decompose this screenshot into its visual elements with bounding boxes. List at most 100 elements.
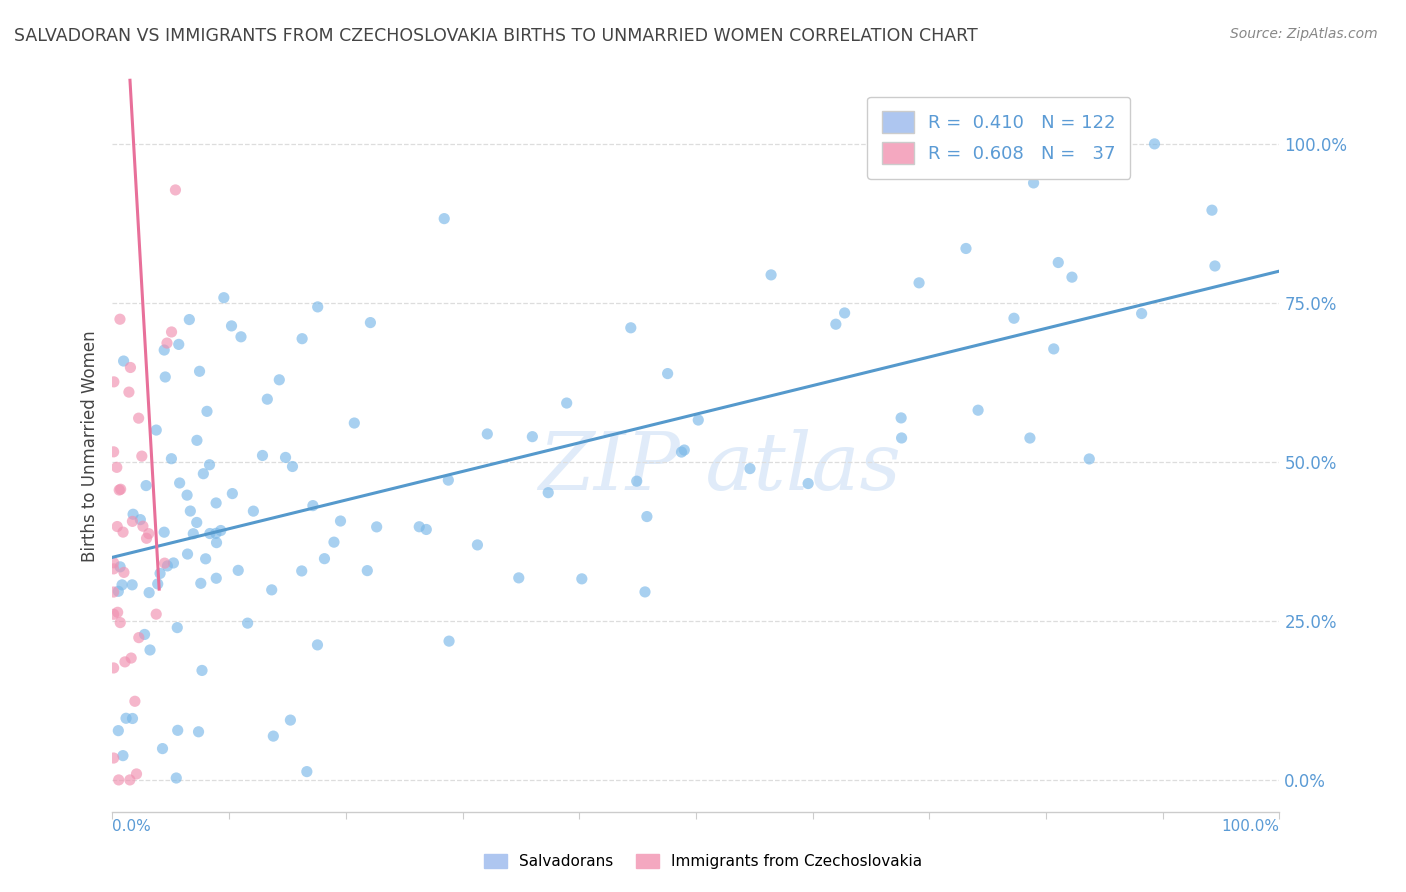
- Point: [205, 526, 228, 541]
- Point: [634, 585, 657, 599]
- Point: [657, 367, 679, 381]
- Point: [153, 556, 176, 570]
- Point: [307, 300, 329, 314]
- Point: [179, 312, 201, 326]
- Point: [198, 526, 221, 541]
- Point: [103, 562, 125, 576]
- Point: [1078, 452, 1101, 467]
- Point: [179, 504, 201, 518]
- Point: [205, 535, 228, 549]
- Point: [165, 771, 187, 785]
- Point: [908, 276, 931, 290]
- Point: [967, 403, 990, 417]
- Point: [415, 523, 437, 537]
- Point: [122, 508, 145, 522]
- Point: [256, 392, 278, 407]
- Point: [165, 183, 187, 197]
- Point: [437, 473, 460, 487]
- Point: [145, 607, 167, 622]
- Point: [229, 330, 252, 344]
- Point: [134, 627, 156, 641]
- Point: [138, 585, 160, 599]
- Point: [209, 524, 232, 538]
- Point: [190, 576, 212, 591]
- Point: [226, 563, 249, 577]
- Legend: Salvadorans, Immigrants from Czechoslovakia: Salvadorans, Immigrants from Czechoslova…: [478, 848, 928, 875]
- Point: [1143, 136, 1166, 151]
- Point: [1022, 176, 1045, 190]
- Point: [103, 556, 125, 570]
- Point: [139, 643, 162, 657]
- Point: [121, 515, 143, 529]
- Point: [107, 772, 129, 787]
- Point: [181, 526, 204, 541]
- Legend: R =  0.410   N = 122, R =  0.608   N =   37: R = 0.410 N = 122, R = 0.608 N = 37: [868, 96, 1130, 178]
- Point: [688, 413, 710, 427]
- Point: [166, 621, 188, 635]
- Point: [280, 713, 302, 727]
- Point: [955, 242, 977, 256]
- Point: [537, 485, 560, 500]
- Point: [329, 514, 352, 528]
- Point: [636, 509, 658, 524]
- Point: [187, 724, 209, 739]
- Text: SALVADORAN VS IMMIGRANTS FROM CZECHOSLOVAKIA BIRTHS TO UNMARRIED WOMEN CORRELATI: SALVADORAN VS IMMIGRANTS FROM CZECHOSLOV…: [14, 27, 977, 45]
- Point: [111, 578, 134, 592]
- Point: [176, 488, 198, 502]
- Point: [186, 434, 208, 448]
- Point: [571, 572, 593, 586]
- Point: [221, 486, 243, 500]
- Text: 100.0%: 100.0%: [1222, 819, 1279, 834]
- Point: [221, 318, 243, 333]
- Point: [110, 615, 132, 630]
- Point: [105, 519, 128, 533]
- Point: [673, 443, 696, 458]
- Point: [242, 504, 264, 518]
- Point: [236, 616, 259, 631]
- Point: [128, 411, 150, 425]
- Point: [153, 343, 176, 357]
- Point: [671, 445, 693, 459]
- Point: [103, 585, 125, 599]
- Point: [156, 558, 179, 573]
- Point: [118, 772, 141, 787]
- Point: [555, 396, 578, 410]
- Point: [738, 461, 761, 475]
- Point: [1043, 136, 1066, 151]
- Point: [131, 449, 153, 463]
- Point: [291, 564, 314, 578]
- Point: [107, 605, 129, 619]
- Point: [188, 364, 211, 378]
- Point: [107, 723, 129, 738]
- Point: [1019, 431, 1042, 445]
- Point: [343, 416, 366, 430]
- Point: [477, 426, 499, 441]
- Point: [145, 423, 167, 437]
- Point: [302, 499, 325, 513]
- Point: [105, 460, 128, 475]
- Point: [108, 559, 131, 574]
- Point: [103, 661, 125, 675]
- Point: [269, 373, 291, 387]
- Point: [194, 551, 217, 566]
- Point: [274, 450, 297, 465]
- Point: [314, 551, 336, 566]
- Point: [759, 268, 782, 282]
- Point: [132, 519, 155, 533]
- Point: [121, 711, 143, 725]
- Point: [112, 566, 135, 580]
- Point: [103, 445, 125, 459]
- Point: [1130, 307, 1153, 321]
- Point: [169, 475, 191, 490]
- Point: [205, 571, 228, 585]
- Point: [124, 694, 146, 708]
- Point: [112, 354, 135, 368]
- Point: [433, 211, 456, 226]
- Point: [108, 483, 131, 497]
- Point: [135, 531, 157, 545]
- Point: [176, 547, 198, 561]
- Point: [1002, 311, 1025, 326]
- Text: ZIP atlas: ZIP atlas: [538, 429, 901, 507]
- Point: [522, 430, 544, 444]
- Point: [111, 748, 134, 763]
